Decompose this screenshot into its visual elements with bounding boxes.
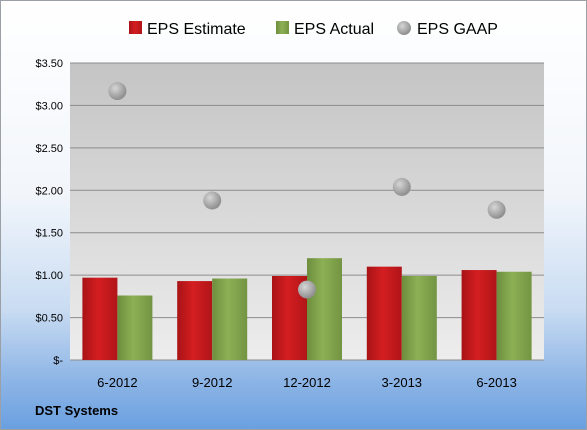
bar-eps-actual bbox=[307, 258, 342, 360]
y-tick-label: $2.50 bbox=[35, 143, 63, 155]
legend-label-gaap: EPS GAAP bbox=[417, 21, 498, 38]
y-tick-label: $- bbox=[53, 355, 63, 367]
point-eps-gaap bbox=[487, 200, 506, 219]
x-axis-ticks: 6-2012 9-2012 12-2012 3-2013 6-2013 bbox=[97, 375, 517, 390]
y-axis-ticks: $- $0.50 $1.00 $1.50 $2.00 $2.50 $3.00 $3.50 bbox=[35, 58, 63, 367]
point-eps-gaap bbox=[392, 177, 411, 196]
bars bbox=[82, 258, 532, 360]
x-tick-label: 9-2012 bbox=[192, 375, 232, 390]
bar-eps-estimate bbox=[366, 266, 402, 360]
x-tick-label: 12-2012 bbox=[283, 375, 331, 390]
company-name: DST Systems bbox=[35, 403, 119, 418]
bar-eps-estimate bbox=[461, 270, 497, 360]
bar-eps-actual bbox=[117, 295, 153, 360]
legend-swatch-estimate bbox=[129, 21, 142, 34]
x-tick-label: 6-2013 bbox=[476, 375, 516, 390]
point-eps-gaap bbox=[203, 191, 222, 210]
point-eps-gaap bbox=[108, 82, 127, 101]
x-tick-label: 3-2013 bbox=[382, 375, 422, 390]
bar-eps-estimate bbox=[82, 277, 118, 360]
bar-eps-actual bbox=[496, 271, 532, 360]
legend-swatch-actual bbox=[276, 21, 289, 34]
bar-eps-estimate bbox=[177, 281, 213, 360]
x-tick-label: 6-2012 bbox=[97, 375, 137, 390]
gaap-points bbox=[108, 82, 506, 299]
legend-swatch-gaap bbox=[397, 21, 411, 35]
y-tick-label: $3.50 bbox=[35, 58, 63, 70]
bar-eps-actual bbox=[401, 275, 437, 360]
legend-label-estimate: EPS Estimate bbox=[147, 21, 246, 38]
y-tick-label: $2.00 bbox=[35, 185, 63, 197]
y-tick-label: $3.00 bbox=[35, 100, 63, 112]
point-eps-gaap bbox=[298, 280, 316, 299]
y-tick-label: $1.50 bbox=[35, 228, 63, 240]
y-tick-label: $0.50 bbox=[35, 313, 63, 325]
legend-label-actual: EPS Actual bbox=[294, 21, 374, 38]
y-tick-label: $1.00 bbox=[35, 270, 63, 282]
bar-eps-actual bbox=[212, 278, 248, 360]
legend: EPS Estimate EPS Actual EPS GAAP bbox=[129, 21, 498, 38]
